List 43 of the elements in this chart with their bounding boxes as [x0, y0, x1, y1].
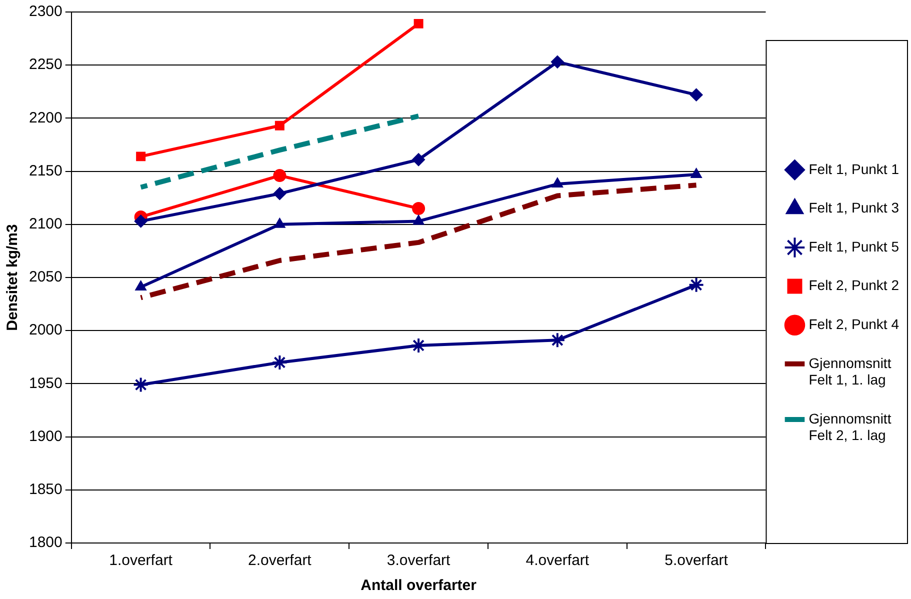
legend-label: Felt 2, Punkt 2: [808, 277, 900, 294]
point: [690, 88, 703, 102]
point: [412, 153, 426, 166]
y-tick-label: 2300: [28, 3, 62, 20]
legend-label: Felt 1, Punkt 1: [808, 160, 900, 177]
point: [552, 178, 564, 188]
legend-label: Gjennomsnitt Felt 2, 1. lag: [808, 410, 892, 444]
y-tick-label: 2100: [28, 216, 62, 233]
point: [272, 354, 288, 370]
y-axis-title: Densitet kg/m3: [4, 224, 22, 331]
y-tick-label: 2150: [28, 162, 62, 180]
x-tick-label: 5.overfart: [664, 552, 729, 570]
point: [132, 376, 149, 393]
legend-label: Felt 1, Punkt 3: [808, 200, 900, 216]
point: [274, 218, 286, 228]
legend-label: Felt 2, Punkt 4: [808, 316, 900, 332]
point: [273, 187, 286, 200]
point: [690, 168, 702, 178]
y-tick-label: 1850: [28, 481, 62, 498]
x-tick-label: 4.overfart: [526, 552, 590, 570]
y-tick-label: 1950: [28, 374, 62, 392]
point: [688, 276, 704, 293]
y-tick-label: 1900: [28, 428, 62, 445]
point: [136, 152, 146, 162]
x-tick-label: 1.overfart: [109, 552, 174, 570]
point: [550, 55, 564, 68]
y-tick-label: 2200: [28, 109, 62, 126]
legend-label: Felt 1, Punkt 5: [808, 238, 900, 254]
x-axis-title: Antall overfarter: [360, 577, 477, 594]
point: [274, 120, 284, 130]
point: [414, 18, 424, 28]
x-tick-label: 2.overfart: [248, 552, 312, 570]
point: [273, 169, 286, 182]
y-tick-label: 2250: [28, 56, 62, 74]
y-tick-label: 1800: [28, 534, 62, 552]
point: [134, 214, 148, 228]
x-tick-label: 3.overfart: [386, 552, 452, 570]
point: [135, 280, 146, 291]
point: [412, 202, 426, 215]
point: [412, 214, 424, 225]
y-tick-label: 2050: [28, 268, 62, 286]
legend-label: Gjennomsnitt Felt 1, 1. lag: [808, 354, 892, 388]
y-tick-label: 2000: [28, 322, 62, 339]
